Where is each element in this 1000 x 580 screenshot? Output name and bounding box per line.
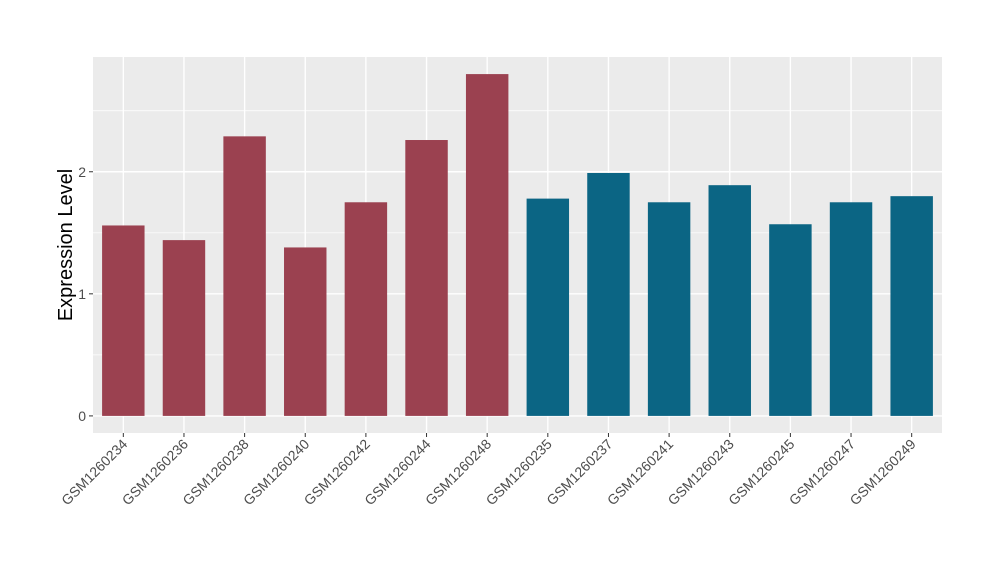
bar-GSM1260243 [708, 185, 751, 416]
bar-GSM1260245 [769, 224, 812, 416]
bar-GSM1260238 [223, 136, 266, 416]
plot-panel [93, 57, 942, 433]
bar-GSM1260248 [465, 74, 509, 416]
bar-GSM1260244 [405, 140, 448, 416]
y-tick-label: 2 [78, 164, 86, 180]
bar-GSM1260237 [587, 172, 630, 416]
bar-GSM1260249 [890, 196, 933, 416]
y-tick-label: 0 [78, 408, 86, 424]
y-axis-label: Expression Level [55, 169, 77, 321]
bar-GSM1260235 [526, 198, 570, 416]
bar-GSM1260241 [647, 202, 691, 416]
bar-GSM1260236 [162, 240, 206, 416]
y-tick-label: 1 [78, 286, 86, 302]
bar-GSM1260240 [284, 247, 327, 416]
bar-GSM1260234 [102, 225, 145, 416]
bar-GSM1260247 [829, 202, 873, 416]
bar-GSM1260242 [344, 202, 388, 416]
